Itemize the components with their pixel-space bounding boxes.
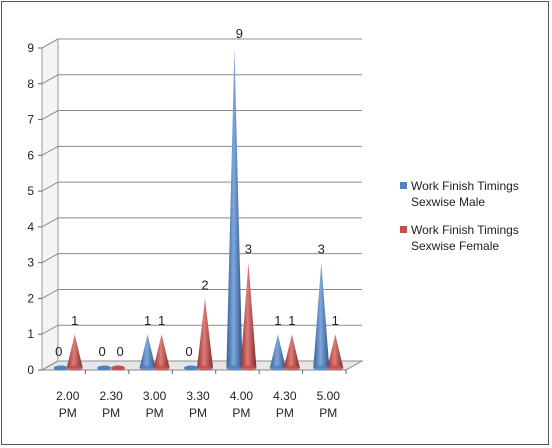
legend-male-line-1: Work Finish Timings — [411, 179, 519, 193]
legend-swatch-female — [400, 226, 407, 233]
cone-female — [66, 334, 83, 368]
gridline — [41, 38, 362, 49]
cone-male — [226, 48, 243, 368]
x-tick-label-line-2: PM — [102, 406, 120, 420]
legend-female-line-2: Sexwise Female — [411, 239, 500, 253]
x-tick-label-line-2: PM — [232, 406, 250, 420]
y-tick-label: 5 — [27, 184, 34, 198]
y-tick-label: 7 — [27, 113, 34, 127]
legend-item-female: Work Finish Timings Sexwise Female — [400, 222, 548, 254]
data-label-female: 1 — [71, 313, 78, 328]
x-tick-label-line-2: PM — [59, 406, 77, 420]
cone-male — [269, 334, 286, 368]
legend-male-line-2: Sexwise Male — [411, 195, 486, 209]
cone-base-male — [269, 365, 286, 371]
cone-flat-female — [111, 365, 126, 371]
cone-base-male — [313, 365, 330, 371]
data-label-male: 0 — [55, 344, 62, 359]
x-axis-ticks: 2.00 PM 2.30 PM 3.00 PM 3.30 PM 4.00 PM 4.30 PM 5.00… — [56, 370, 347, 420]
data-label-female: 1 — [332, 313, 339, 328]
legend-female-line-1: Work Finish Timings — [411, 223, 519, 237]
y-tick-label: 0 — [27, 363, 34, 377]
cone-base-female — [327, 365, 344, 371]
legend-swatch-male — [400, 182, 407, 189]
x-tick-label-line-2: PM — [146, 406, 164, 420]
cone-marks — [53, 48, 344, 371]
cone-base-female — [66, 365, 83, 371]
cone-female — [153, 334, 170, 368]
x-tick-label-line-1: 3.00 — [143, 389, 167, 403]
cone-base-female — [197, 365, 213, 371]
y-tick-label: 9 — [27, 41, 34, 55]
y-tick-label: 3 — [27, 256, 34, 270]
gridline — [41, 360, 362, 371]
data-label-male: 1 — [274, 313, 281, 328]
legend-label-female: Work Finish Timings Sexwise Female — [411, 222, 519, 254]
gridline — [41, 253, 362, 264]
cone-base-female — [283, 365, 300, 371]
data-label-male: 9 — [236, 26, 243, 41]
data-label-male: 0 — [185, 344, 192, 359]
cone-base-female — [153, 365, 170, 371]
data-label-male: 3 — [318, 242, 325, 257]
cone-female — [283, 334, 300, 368]
gridlines — [41, 38, 362, 371]
gridline — [41, 145, 362, 156]
y-tick-label: 8 — [27, 77, 34, 91]
cone-female — [197, 298, 213, 368]
legend-label-male: Work Finish Timings Sexwise Male — [411, 178, 519, 210]
data-label-female: 0 — [117, 344, 124, 359]
y-tick-label: 6 — [27, 148, 34, 162]
gridline — [41, 110, 362, 120]
data-label-female: 2 — [201, 277, 208, 292]
cone-female — [327, 334, 344, 368]
data-label-male: 1 — [144, 313, 151, 328]
cone-male — [139, 334, 156, 368]
legend-item-male: Work Finish Timings Sexwise Male — [400, 178, 548, 210]
data-label-female: 3 — [245, 242, 252, 257]
y-tick-label: 2 — [27, 291, 34, 305]
cone-base-male — [139, 365, 156, 371]
y-tick-label: 4 — [27, 220, 34, 234]
data-label-male: 0 — [99, 344, 106, 359]
data-label-female: 1 — [288, 313, 295, 328]
data-label-female: 1 — [158, 313, 165, 328]
legend: Work Finish Timings Sexwise Male Work Fi… — [400, 178, 548, 266]
cone-female — [240, 262, 257, 368]
x-tick-label-line-1: 2.30 — [99, 389, 123, 403]
cone-male — [313, 262, 330, 368]
x-tick-label-line-2: PM — [319, 406, 337, 420]
cone-base-female — [240, 365, 257, 371]
gridline — [41, 324, 362, 335]
x-tick-label-line-1: 5.00 — [317, 389, 341, 403]
side-wall — [41, 38, 59, 371]
gridline — [41, 181, 362, 192]
cone-flat-male — [53, 365, 68, 371]
y-tick-label: 1 — [27, 327, 34, 341]
x-tick-label-line-1: 4.30 — [273, 389, 297, 403]
cone-base-male — [226, 365, 243, 371]
plot-walls — [40, 38, 364, 371]
x-tick-label-line-2: PM — [189, 406, 207, 420]
x-tick-label-line-1: 2.00 — [56, 389, 80, 403]
cone-flat-male — [97, 365, 112, 371]
cone-flat-male — [184, 365, 198, 371]
x-tick-label-line-2: PM — [276, 406, 294, 420]
y-axis-ticks: 0 1 2 3 4 5 6 7 8 9 — [27, 41, 42, 377]
x-tick-label-line-1: 3.30 — [186, 389, 210, 403]
gridline — [41, 288, 362, 299]
gridline — [41, 217, 362, 228]
gridline — [41, 74, 362, 85]
x-tick-label-line-1: 4.00 — [230, 389, 254, 403]
